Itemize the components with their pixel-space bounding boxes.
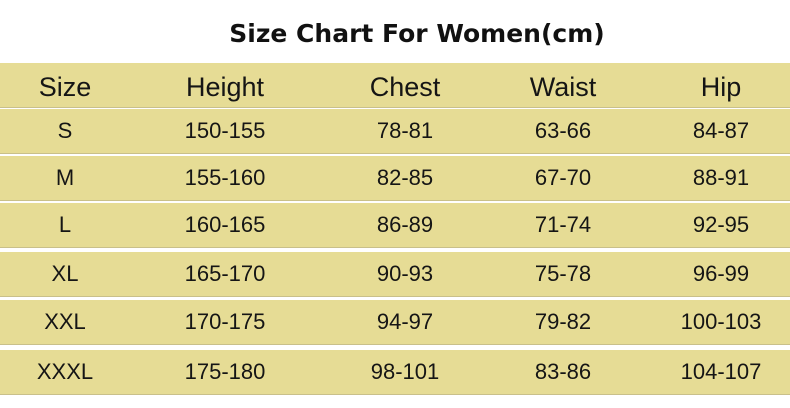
hip-cell: 96-99 [692,261,750,286]
height-cell: 165-170 [184,261,266,286]
hip-cell: 88-91 [692,165,750,190]
table-row: M 155-160 82-85 67-70 88-91 [0,156,790,201]
page-title: Size Chart For Women(cm) [229,19,605,48]
chest-cell: 78-81 [376,118,434,143]
height-cell: 175-180 [184,359,266,384]
waist-cell: 63-66 [534,118,592,143]
size-cell: L [58,212,72,237]
hip-cell: 84-87 [692,118,750,143]
column-header-height: Height [185,71,265,102]
hip-cell: 100-103 [680,309,762,334]
chest-cell: 94-97 [376,309,434,334]
chest-cell: 90-93 [376,261,434,286]
chest-cell: 82-85 [376,165,434,190]
size-cell: XL [51,261,79,286]
size-cell: M [55,165,75,190]
waist-cell: 75-78 [534,261,592,286]
height-cell: 160-165 [184,212,266,237]
waist-cell: 79-82 [534,309,592,334]
waist-cell: 83-86 [534,359,592,384]
column-header-waist: Waist [529,71,597,102]
chest-cell: 86-89 [376,212,434,237]
table-header-row: Size Height Chest Waist Hip [0,63,790,108]
size-cell: XXL [44,309,86,334]
table-row: L 160-165 86-89 71-74 92-95 [0,203,790,248]
hip-cell: 104-107 [680,359,762,384]
height-cell: 155-160 [184,165,266,190]
height-cell: 150-155 [184,118,266,143]
column-header-chest: Chest [369,71,441,102]
waist-cell: 67-70 [534,165,592,190]
column-header-size: Size [38,71,92,102]
hip-cell: 92-95 [692,212,750,237]
waist-cell: 71-74 [534,212,592,237]
height-cell: 170-175 [184,309,266,334]
table-row: S 150-155 78-81 63-66 84-87 [0,109,790,154]
size-cell: S [57,118,73,143]
column-header-hip: Hip [700,71,742,102]
chest-cell: 98-101 [370,359,440,384]
table-row: XL 165-170 90-93 75-78 96-99 [0,252,790,297]
size-cell: XXXL [36,359,94,384]
table-row: XXL 170-175 94-97 79-82 100-103 [0,300,790,345]
table-row: XXXL 175-180 98-101 83-86 104-107 [0,350,790,395]
